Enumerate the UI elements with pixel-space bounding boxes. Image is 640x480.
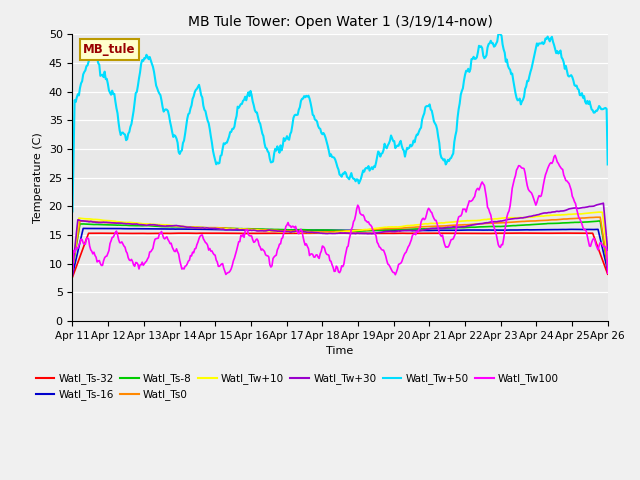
Watl_Tw100 <box>387 266 395 272</box>
Watl_Tw100 <box>604 270 612 276</box>
Watl_Ts0 <box>358 227 366 233</box>
Watl_Ts-8 <box>508 223 515 228</box>
Watl_Tw+50 <box>604 162 612 168</box>
Watl_Ts0 <box>387 226 395 231</box>
Title: MB Tule Tower: Open Water 1 (3/19/14-now): MB Tule Tower: Open Water 1 (3/19/14-now… <box>188 15 493 29</box>
Watl_Ts-32 <box>323 230 330 236</box>
Watl_Tw+50 <box>323 139 330 145</box>
Watl_Tw100 <box>68 272 76 278</box>
Watl_Tw+30 <box>508 216 515 222</box>
Line: Watl_Tw+30: Watl_Tw+30 <box>72 203 608 270</box>
Watl_Ts-16 <box>508 227 516 233</box>
Watl_Ts0 <box>68 265 76 271</box>
Line: Watl_Ts0: Watl_Ts0 <box>72 217 608 268</box>
Watl_Tw+50 <box>326 153 333 159</box>
Watl_Ts-32 <box>326 230 333 236</box>
Watl_Tw+50 <box>495 31 503 37</box>
Watl_Tw100 <box>551 153 559 158</box>
Watl_Ts-32 <box>358 230 366 236</box>
Watl_Tw+10 <box>358 227 366 233</box>
Watl_Ts-8 <box>604 264 612 270</box>
Watl_Tw100 <box>326 258 333 264</box>
Line: Watl_Ts-16: Watl_Ts-16 <box>72 228 608 275</box>
Watl_Tw+10 <box>387 224 395 230</box>
Line: Watl_Tw100: Watl_Tw100 <box>72 156 608 275</box>
Watl_Tw+50 <box>68 208 76 214</box>
Watl_Tw+30 <box>323 230 330 236</box>
Watl_Ts-8 <box>387 227 395 233</box>
Legend: Watl_Ts-32, Watl_Ts-16, Watl_Ts-8, Watl_Ts0, Watl_Tw+10, Watl_Tw+30, Watl_Tw+50,: Watl_Ts-32, Watl_Ts-16, Watl_Ts-8, Watl_… <box>31 369 563 405</box>
Watl_Ts-8 <box>591 218 598 224</box>
Watl_Tw+30 <box>600 200 607 206</box>
Watl_Ts-8 <box>358 228 366 234</box>
Line: Watl_Tw+50: Watl_Tw+50 <box>72 34 608 211</box>
Watl_Tw100 <box>323 252 330 257</box>
Line: Watl_Ts-32: Watl_Ts-32 <box>72 233 608 277</box>
Watl_Ts-16 <box>324 227 332 233</box>
Watl_Tw100 <box>508 195 515 201</box>
Watl_Tw+30 <box>591 203 598 208</box>
Watl_Tw+30 <box>387 228 395 234</box>
Watl_Tw100 <box>358 212 366 218</box>
Watl_Tw+10 <box>508 215 515 220</box>
Watl_Ts-8 <box>596 218 604 224</box>
Watl_Ts0 <box>591 215 598 220</box>
Watl_Ts-16 <box>327 228 335 233</box>
Watl_Ts-32 <box>592 239 600 245</box>
Watl_Ts-8 <box>323 227 330 233</box>
Watl_Tw+10 <box>68 266 76 272</box>
Watl_Ts-8 <box>68 266 76 272</box>
Watl_Tw+30 <box>326 230 333 236</box>
Watl_Ts-16 <box>604 268 612 274</box>
Watl_Ts0 <box>596 215 604 220</box>
Watl_Ts-16 <box>592 227 600 232</box>
Watl_Ts-16 <box>388 228 396 233</box>
Watl_Tw+30 <box>604 247 612 253</box>
Watl_Tw+50 <box>592 108 600 114</box>
Watl_Ts-32 <box>604 271 612 277</box>
Watl_Ts-32 <box>68 274 76 280</box>
Watl_Tw+50 <box>358 171 366 177</box>
Watl_Tw+10 <box>326 230 333 236</box>
Watl_Ts0 <box>604 263 612 268</box>
Watl_Tw+10 <box>323 230 330 236</box>
Watl_Ts0 <box>508 219 515 225</box>
Watl_Ts0 <box>326 229 333 235</box>
Watl_Ts-8 <box>326 228 333 233</box>
Watl_Ts0 <box>323 229 330 235</box>
Watl_Ts-16 <box>359 228 367 233</box>
Watl_Tw+30 <box>68 267 76 273</box>
Watl_Tw100 <box>592 241 600 247</box>
Line: Watl_Tw+10: Watl_Tw+10 <box>72 212 608 269</box>
Watl_Tw+10 <box>604 254 612 260</box>
Y-axis label: Temperature (C): Temperature (C) <box>33 132 43 223</box>
Text: MB_tule: MB_tule <box>83 43 136 56</box>
Watl_Ts-32 <box>387 230 395 236</box>
Watl_Tw+10 <box>591 210 598 216</box>
Watl_Ts-16 <box>79 226 87 231</box>
Watl_Ts-32 <box>508 230 515 236</box>
Watl_Tw+10 <box>594 209 602 215</box>
Watl_Ts-16 <box>68 272 76 277</box>
Watl_Tw+30 <box>358 230 366 236</box>
X-axis label: Time: Time <box>326 346 354 356</box>
Watl_Tw+50 <box>387 132 395 138</box>
Watl_Ts-32 <box>517 230 525 236</box>
Watl_Tw+50 <box>508 71 516 76</box>
Line: Watl_Ts-8: Watl_Ts-8 <box>72 221 608 269</box>
